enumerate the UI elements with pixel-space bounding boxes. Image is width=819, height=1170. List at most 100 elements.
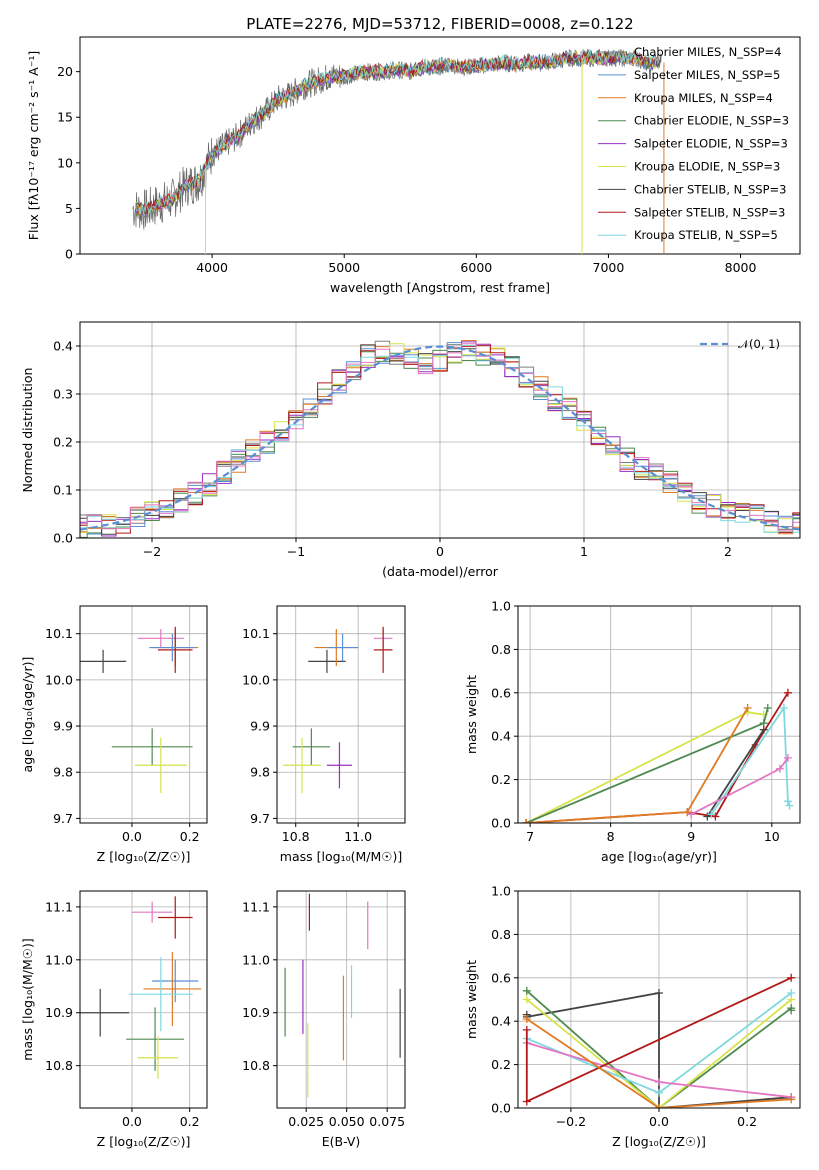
x-tick-label: 6000 xyxy=(460,260,492,275)
x-tick-label: 0.075 xyxy=(369,1114,405,1129)
x-tick-label: 8000 xyxy=(725,260,757,275)
weight-point-marker xyxy=(522,995,531,1004)
weight-point-marker xyxy=(522,1097,531,1106)
weight-point-marker xyxy=(707,810,716,819)
residual-histogram xyxy=(80,343,800,531)
y-tick-label: 10 xyxy=(57,155,73,170)
weight-point-marker xyxy=(787,988,796,997)
weight-point-marker xyxy=(783,797,792,806)
weight-point-marker xyxy=(783,688,792,697)
residual-histogram xyxy=(80,349,800,538)
y-tick-label: 9.8 xyxy=(250,765,270,780)
chart-title: PLATE=2276, MJD=53712, FIBERID=0008, z=0… xyxy=(246,15,633,33)
residual-histogram xyxy=(80,344,800,535)
plot-frame xyxy=(276,605,406,824)
legend-entry: Salpeter ELODIE, N_SSP=3 xyxy=(634,137,788,151)
y-tick-label: 1.0 xyxy=(491,599,511,614)
weight-point-marker xyxy=(787,973,796,982)
x-tick-label: 8 xyxy=(607,829,615,844)
weight-point-marker xyxy=(785,801,794,810)
spectrum-model-line xyxy=(135,52,660,217)
weight-point-marker xyxy=(683,808,692,817)
plot-area xyxy=(80,340,800,538)
y-tick-label: 9.9 xyxy=(250,719,270,734)
x-tick-label: 0.050 xyxy=(329,1114,365,1129)
y-tick-label: 10.0 xyxy=(45,672,73,687)
plot-area xyxy=(80,626,199,793)
y-tick-label: 20 xyxy=(57,64,73,79)
legend-entry: Kroupa ELODIE, N_SSP=3 xyxy=(634,160,780,174)
x-tick-label: −0.2 xyxy=(556,1114,586,1129)
x-tick-label: 0.0 xyxy=(649,1114,669,1129)
x-axis-label: wavelength [Angstrom, rest frame] xyxy=(330,280,550,295)
y-tick-label: 1.0 xyxy=(491,884,511,899)
y-tick-label: 11.1 xyxy=(45,899,73,914)
weight-point-marker xyxy=(779,703,788,712)
y-tick-label: 0.4 xyxy=(53,339,73,354)
weight-point-marker xyxy=(655,1104,663,1108)
weight-line xyxy=(526,1018,792,1108)
x-tick-label: −2 xyxy=(143,544,161,559)
legend-entry: Salpeter STELIB, N_SSP=3 xyxy=(634,205,785,219)
y-tick-label: 0.0 xyxy=(491,816,511,831)
y-tick-label: 9.9 xyxy=(53,719,73,734)
y-axis-label: Flux [fλ10⁻¹⁷ erg cm⁻² s⁻¹ A⁻¹] xyxy=(26,51,41,240)
plot-frame xyxy=(79,36,801,255)
x-tick-label: 7000 xyxy=(593,260,625,275)
y-tick-label: 0.0 xyxy=(53,531,73,546)
plot-frame xyxy=(517,605,801,824)
y-tick-label: 0.4 xyxy=(491,1014,511,1029)
x-tick-label: 0.2 xyxy=(180,829,200,844)
weight-point-marker xyxy=(522,819,531,823)
plot-frame xyxy=(79,605,208,824)
x-tick-label: 0.2 xyxy=(737,1114,757,1129)
residual-histogram xyxy=(80,344,800,533)
y-tick-label: 0.8 xyxy=(491,927,511,942)
weight-line xyxy=(710,705,791,815)
y-tick-label: 0.1 xyxy=(53,483,73,498)
x-tick-label: 0.0 xyxy=(122,829,142,844)
weight-point-marker xyxy=(703,812,712,821)
y-tick-label: 11.1 xyxy=(242,899,270,914)
x-axis-label: mass [log₁₀(M/M☉)] xyxy=(280,849,402,864)
normal-curve xyxy=(80,345,800,531)
plot-area xyxy=(80,896,202,1079)
legend-entry: Kroupa STELIB, N_SSP=5 xyxy=(634,228,778,242)
x-axis-label: Z [log₁₀(Z/Z☉)] xyxy=(97,849,191,864)
legend-entry: Chabrier MILES, N_SSP=4 xyxy=(634,45,781,59)
x-tick-label: 10 xyxy=(764,829,780,844)
x-tick-label: 0.025 xyxy=(288,1114,324,1129)
weight-point-marker xyxy=(522,1015,531,1024)
y-axis-label: age [log₁₀(age/yr)] xyxy=(20,657,35,773)
legend-entry: Chabrier ELODIE, N_SSP=3 xyxy=(634,114,789,128)
y-tick-label: 9.7 xyxy=(53,811,73,826)
y-axis-label: mass weight xyxy=(464,960,479,1039)
weight-line xyxy=(526,998,792,1108)
weight-point-marker xyxy=(743,703,752,712)
residual-histogram xyxy=(80,345,800,534)
y-tick-label: 10.8 xyxy=(242,1058,270,1073)
y-tick-label: 10.8 xyxy=(45,1058,73,1073)
x-tick-label: 2 xyxy=(724,544,732,559)
legend-entry: Chabrier STELIB, N_SSP=3 xyxy=(634,182,786,196)
x-tick-label: −1 xyxy=(287,544,305,559)
weight-point-marker xyxy=(759,725,768,734)
weight-point-marker xyxy=(763,703,772,712)
x-tick-label: 4000 xyxy=(196,260,228,275)
y-tick-label: 9.7 xyxy=(250,811,270,826)
y-tick-label: 15 xyxy=(57,110,73,125)
x-axis-label: Z [log₁₀(Z/Z☉)] xyxy=(97,1134,191,1149)
x-tick-label: 0 xyxy=(436,544,444,559)
legend-entry: 𝒩(0, 1) xyxy=(738,337,780,351)
y-axis-label: mass weight xyxy=(464,675,479,754)
y-tick-label: 0.2 xyxy=(53,435,73,450)
y-axis-label: mass [log₁₀(M/M☉)] xyxy=(20,938,35,1060)
x-tick-label: 7 xyxy=(526,829,534,844)
y-tick-label: 11.0 xyxy=(45,952,73,967)
plot-area xyxy=(522,973,796,1108)
spectrum-model-line xyxy=(135,49,659,215)
plot-area xyxy=(283,626,393,793)
y-tick-label: 5 xyxy=(65,201,73,216)
y-tick-label: 10.1 xyxy=(242,626,270,641)
